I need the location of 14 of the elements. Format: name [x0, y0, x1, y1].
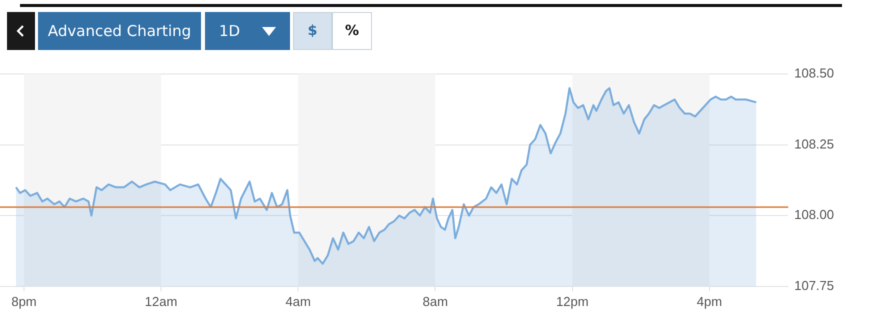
x-tick-label: 4am [286, 294, 311, 309]
x-tick-label: 8am [422, 294, 448, 309]
y-tick-label: 108.25 [794, 136, 834, 152]
text: Advanced Charting [38, 12, 201, 50]
x-tick-label: 4pm [696, 294, 722, 309]
y-tick-label: 108.50 [794, 66, 834, 81]
y-tick-label: 107.75 [794, 278, 834, 293]
x-tick-label: 8pm [11, 294, 37, 309]
y-tick-label: 108.00 [794, 207, 834, 222]
text: 1D [219, 22, 240, 40]
x-tick-label: 12pm [556, 294, 589, 309]
x-tick-label: 12am [144, 294, 178, 309]
text: % [332, 12, 372, 50]
text: $ [293, 12, 332, 50]
